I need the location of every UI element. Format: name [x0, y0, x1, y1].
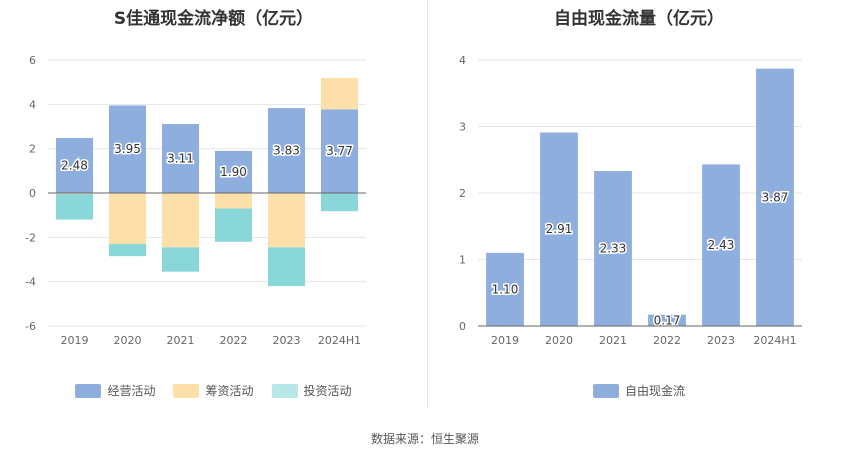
- x-tick-label: 2023: [273, 334, 301, 347]
- x-tick-label: 2024H1: [753, 334, 796, 347]
- bar-筹资活动-2024H1[interactable]: [320, 77, 359, 110]
- y-tick-label: 3: [459, 121, 466, 134]
- y-tick-label: -6: [25, 320, 36, 333]
- x-tick-label: 2021: [599, 334, 627, 347]
- cash-flow-net-chart: 6 4 2 0 -2 -4 -6 2.48 3.95 3.11 1.90 3.83 3.77 2019 20…: [25, 54, 366, 347]
- data-label: 3.83: [273, 144, 300, 158]
- right-legend: 自由现金流: [428, 382, 850, 399]
- x-tick-label: 2020: [114, 334, 142, 347]
- legend-swatch-fcf: [592, 383, 619, 398]
- x-tick-label: 2021: [167, 334, 195, 347]
- bar-经营活动-2021[interactable]: [161, 124, 200, 193]
- legend-label-financing: 筹资活动: [205, 384, 254, 398]
- x-tick-label: 2020: [545, 334, 573, 347]
- left-chart-title: S佳通现金流净额（亿元）: [113, 9, 314, 29]
- bar-经营活动-2023[interactable]: [267, 108, 306, 193]
- bar-筹资活动-2022[interactable]: [214, 193, 253, 209]
- bar-投资活动-2021[interactable]: [161, 247, 200, 272]
- legend-item-financing[interactable]: 筹资活动: [173, 382, 254, 399]
- x-tick-label: 2022: [653, 334, 681, 347]
- data-label: 2.33: [600, 242, 627, 256]
- bar-经营活动-2019[interactable]: [55, 138, 94, 193]
- y-tick-label: 4: [459, 54, 466, 67]
- bar-经营活动-2024H1[interactable]: [320, 109, 359, 193]
- data-label: 2.91: [546, 222, 573, 236]
- y-tick-label: 2: [459, 187, 466, 200]
- free-cash-flow-panel: 自由现金流量（亿元） 4 3 2 1 0 1.10 2.91 2.33 0.17 2.43 3.87…: [428, 0, 850, 410]
- legend-swatch-financing: [173, 383, 200, 398]
- bar-投资活动-2024H1[interactable]: [320, 193, 359, 212]
- data-label: 3.77: [326, 144, 353, 158]
- x-tick-label: 2023: [707, 334, 735, 347]
- bar-筹资活动-2021[interactable]: [161, 193, 200, 248]
- data-label: 2.43: [708, 238, 735, 252]
- bar-筹资活动-2019[interactable]: [55, 193, 94, 195]
- bar-经营活动-2022[interactable]: [214, 150, 253, 193]
- bar-筹资活动-2020[interactable]: [108, 193, 147, 244]
- x-tick-label: 2022: [220, 334, 248, 347]
- data-label: 3.11: [167, 152, 194, 166]
- bar-自由现金流-2019[interactable]: [486, 252, 524, 326]
- left-legend: 经营活动 筹资活动 投资活动: [0, 382, 427, 399]
- y-tick-label: 0: [459, 320, 466, 333]
- legend-label-fcf: 自由现金流: [624, 384, 685, 398]
- bar-自由现金流-2024H1[interactable]: [756, 68, 794, 327]
- legend-label-operating: 经营活动: [107, 384, 156, 398]
- bar-投资活动-2022[interactable]: [214, 208, 253, 242]
- y-tick-label: 2: [29, 143, 36, 156]
- data-label: 0.17: [654, 313, 681, 327]
- x-tick-label: 2024H1: [318, 334, 361, 347]
- data-label: 3.87: [762, 190, 789, 204]
- data-label: 3.95: [114, 142, 141, 156]
- data-label: 2.48: [61, 159, 88, 173]
- bar-自由现金流-2020[interactable]: [540, 132, 578, 326]
- data-label: 1.90: [220, 165, 247, 179]
- cash-flow-net-panel: S佳通现金流净额（亿元） 6 4 2 0 -2 -4 -6 2.48 3.95 3.11 1.90 3…: [0, 0, 427, 410]
- bar-自由现金流-2023[interactable]: [702, 164, 740, 326]
- legend-item-operating[interactable]: 经营活动: [75, 382, 155, 399]
- y-tick-label: -2: [25, 231, 36, 244]
- bar-经营活动-2020[interactable]: [108, 105, 147, 193]
- right-chart-title: 自由现金流量（亿元）: [554, 9, 724, 29]
- y-tick-label: -4: [25, 276, 36, 289]
- y-tick-label: 6: [29, 54, 36, 67]
- x-tick-label: 2019: [491, 334, 519, 347]
- legend-swatch-investing: [271, 383, 298, 398]
- x-tick-label: 2019: [61, 334, 89, 347]
- free-cash-flow-chart: 4 3 2 1 0 1.10 2.91 2.33 0.17 2.43 3.87 2019 2020 202…: [459, 54, 802, 347]
- y-tick-label: 1: [459, 254, 466, 267]
- legend-item-investing[interactable]: 投资活动: [271, 382, 352, 399]
- bar-投资活动-2019[interactable]: [55, 194, 94, 220]
- bar-自由现金流-2022[interactable]: [648, 314, 686, 326]
- legend-label-investing: 投资活动: [303, 384, 352, 398]
- data-source-note: 数据来源：恒生聚源: [370, 432, 479, 446]
- y-tick-label: 0: [29, 187, 36, 200]
- bar-投资活动-2023[interactable]: [267, 247, 306, 287]
- bar-投资活动-2020[interactable]: [108, 243, 147, 257]
- bar-自由现金流-2021[interactable]: [594, 171, 632, 326]
- y-tick-label: 4: [29, 98, 36, 111]
- legend-item-fcf[interactable]: 自由现金流: [592, 382, 685, 399]
- bar-筹资活动-2023[interactable]: [267, 193, 306, 248]
- panel-divider: [427, 0, 428, 408]
- data-label: 1.10: [492, 282, 519, 296]
- legend-swatch-operating: [75, 383, 102, 398]
